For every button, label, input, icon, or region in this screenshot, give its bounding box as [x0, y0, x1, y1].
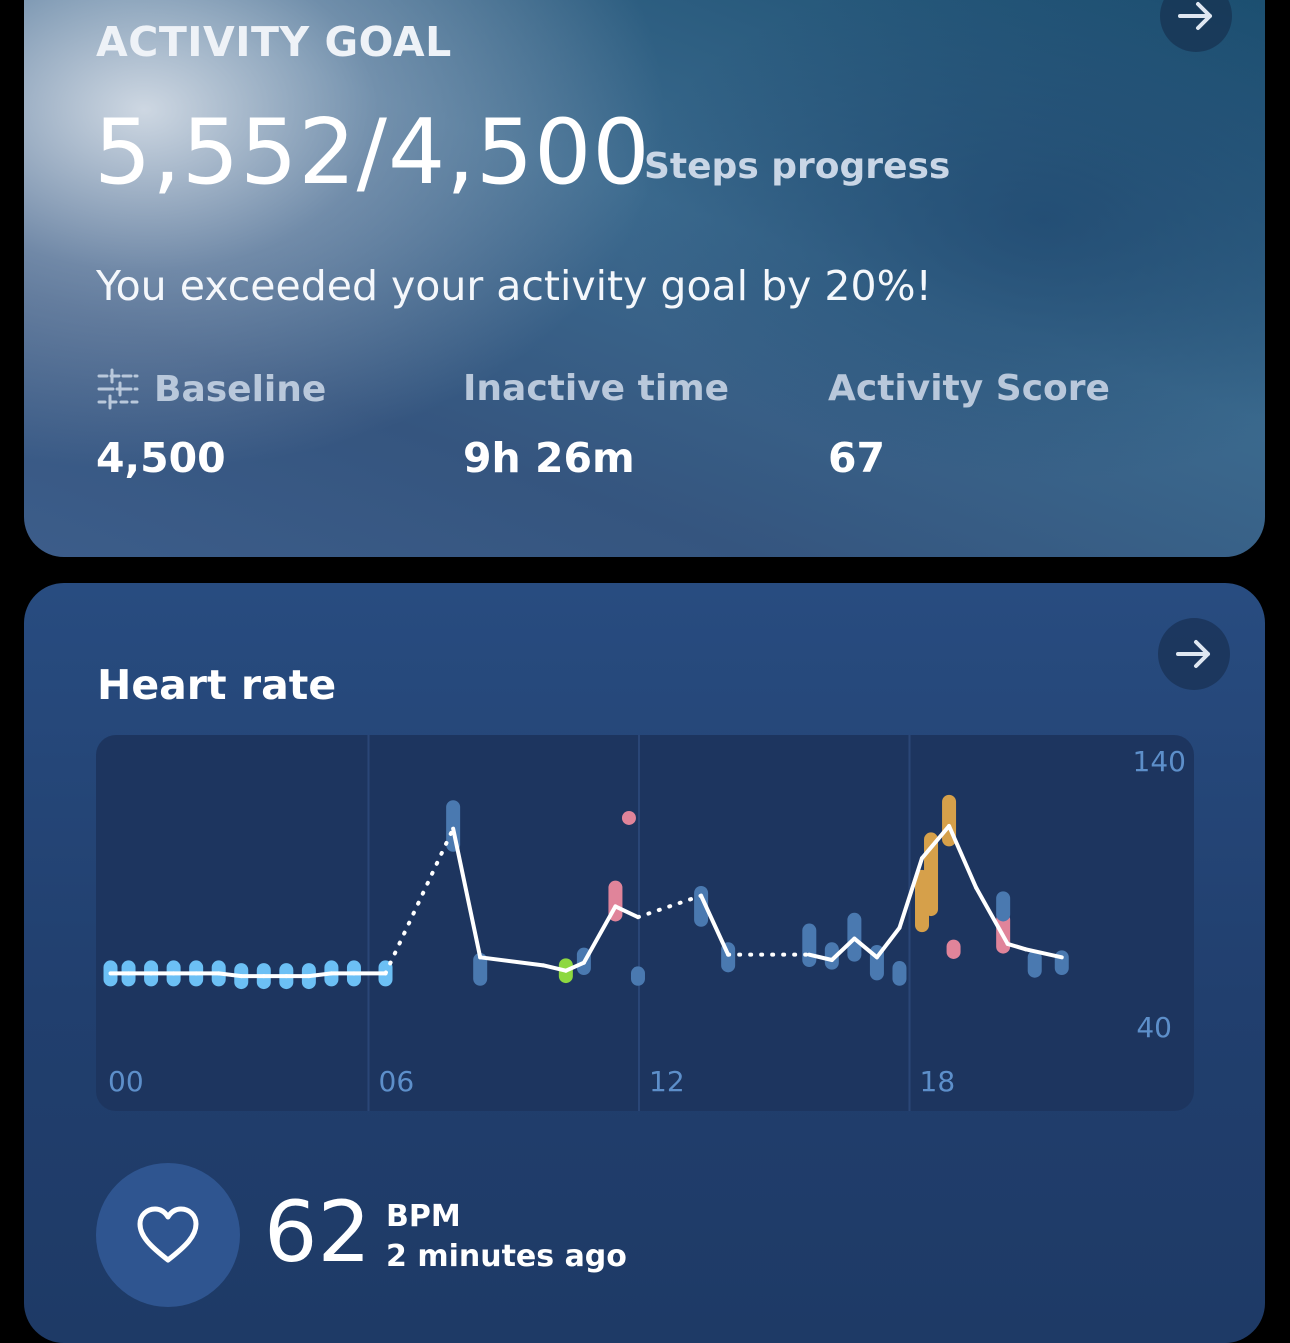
- steps-progress-value: 5,552/4,500: [94, 100, 651, 205]
- hr-line-segment: [920, 824, 952, 861]
- hr-line-segment: [216, 971, 244, 979]
- x-tick-label: 00: [108, 1065, 144, 1098]
- hr-line-segment: [829, 936, 857, 962]
- baseline-label: Baseline: [154, 368, 327, 410]
- steps-progress-label: Steps progress: [644, 146, 951, 187]
- hr-line-segment: [874, 925, 902, 960]
- inactive-time-label: Inactive time: [463, 368, 730, 409]
- x-tick-label: 12: [649, 1065, 685, 1098]
- heart-rate-chart[interactable]: 00 06 12 18 140 40: [96, 735, 1194, 1111]
- chart-background: [96, 735, 1194, 1111]
- heart-rate-card[interactable]: Heart rate 00 06 12 18 140 40 62 BPM 2 minute…: [24, 583, 1265, 1343]
- hr-line-segment: [1005, 941, 1028, 952]
- hr-line-segment: [1023, 947, 1064, 960]
- hr-line-segment: [613, 904, 640, 920]
- activity-goal-title: ACTIVITY GOAL: [96, 18, 452, 66]
- arrow-right-icon: [1176, 640, 1210, 668]
- sliders-icon: [97, 368, 139, 410]
- hr-line-segment: [947, 824, 979, 890]
- heart-rate-value: 62: [264, 1183, 371, 1281]
- goal-message: You exceeded your activity goal by 20%!: [96, 262, 932, 310]
- hr-line-gap-segment: [383, 826, 456, 976]
- inactive-time-value: 9h 26m: [463, 434, 635, 482]
- hr-line-segment: [581, 904, 618, 965]
- heart-rate-title: Heart rate: [97, 661, 337, 709]
- baseline-value: 4,500: [96, 434, 226, 482]
- heart-rate-current-button[interactable]: [96, 1163, 240, 1307]
- heart-rate-unit: BPM: [386, 1199, 461, 1234]
- hr-line-segment: [563, 960, 586, 973]
- heart-rate-open-button[interactable]: [1158, 618, 1230, 690]
- hr-line-segment: [478, 955, 546, 968]
- hr-line-segment: [541, 963, 568, 973]
- heart-icon: [137, 1206, 199, 1263]
- hr-line-segment: [699, 893, 731, 957]
- hr-line-segment: [807, 952, 834, 962]
- y-tick-label: 140: [1133, 745, 1186, 778]
- activity-goal-card[interactable]: ACTIVITY GOAL 5,552/4,500 Steps progress…: [24, 0, 1265, 557]
- hr-line-segment: [974, 885, 1010, 946]
- hr-line-segment: [306, 971, 334, 979]
- hr-line-segment: [897, 856, 925, 930]
- hr-line-segment: [852, 936, 879, 960]
- hr-line-gap-segment: [635, 893, 704, 920]
- x-tick-label: 18: [920, 1065, 956, 1098]
- baseline-stat[interactable]: Baseline: [96, 368, 326, 410]
- activity-score-label: Activity Score: [828, 368, 1110, 409]
- x-tick-label: 06: [379, 1065, 415, 1098]
- y-tick-label: 40: [1136, 1011, 1172, 1044]
- arrow-right-icon: [1178, 2, 1212, 30]
- activity-open-button[interactable]: [1160, 0, 1232, 52]
- heart-rate-updated: 2 minutes ago: [386, 1239, 627, 1274]
- activity-score-value: 67: [828, 434, 886, 482]
- hr-line-segment: [451, 826, 483, 960]
